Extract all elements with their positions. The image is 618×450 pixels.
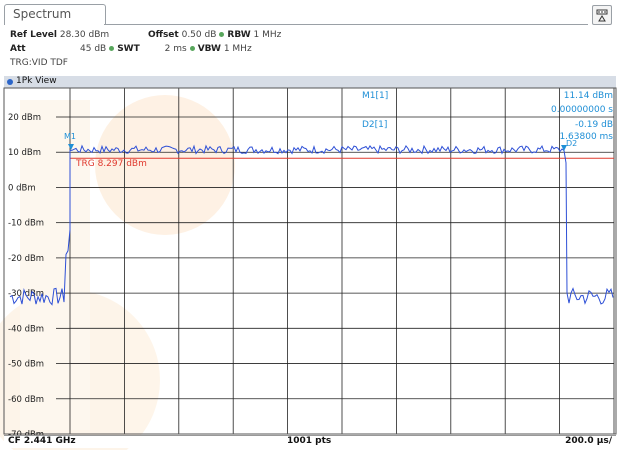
plot-frame — [3, 87, 617, 435]
att-value: 45 dB — [80, 44, 107, 54]
y-tick-label: -20 dBm — [8, 254, 44, 264]
offset-label: Offset — [148, 30, 179, 40]
window-menu-button[interactable] — [592, 5, 612, 25]
marker-d2[interactable]: D2 — [561, 139, 577, 151]
tab-spectrum-label: Spectrum — [13, 7, 72, 21]
y-tick-label: 20 dBm — [8, 113, 41, 123]
watermark-logo — [0, 95, 235, 450]
vbw-value: 1 MHz — [223, 44, 252, 54]
view-indicator-icon — [7, 79, 13, 85]
y-tick-label: -60 dBm — [8, 395, 44, 405]
plot-grid — [3, 87, 617, 435]
view-label: 1Pk View — [16, 76, 57, 86]
y-tick-label: 10 dBm — [8, 148, 41, 158]
ref-level-value: 28.30 dBm — [59, 30, 110, 40]
marker-d2-time: 1.63800 ms — [559, 132, 613, 142]
rbw-label: RBW — [227, 30, 251, 40]
marker-d2-trace-label: D2 — [566, 139, 577, 148]
swt-value: 2 ms — [164, 44, 187, 54]
marker-d2-triangle-icon — [561, 145, 567, 151]
coupled-indicator-icon — [189, 45, 195, 51]
ref-level-label: Ref Level — [10, 30, 57, 40]
window-toggle-icon — [596, 9, 608, 22]
marker-m1-name: M1[1] — [362, 91, 388, 101]
att-label: Att — [10, 44, 26, 54]
marker-m1-value: 11.14 dBm — [564, 91, 613, 101]
y-tick-label: -40 dBm — [8, 324, 44, 334]
marker-m1-triangle-icon — [68, 144, 74, 150]
att-swt-vbw: 45 dB SWT 2 ms VBW 1 MHz — [80, 44, 252, 54]
sweep-points: 1001 pts — [287, 436, 332, 446]
coupled-indicator-icon — [109, 45, 115, 51]
trigger-mode: TRG:VID TDF — [10, 58, 68, 68]
offset-param: Offset 0.50 dB RBW 1 MHz — [148, 30, 281, 40]
tab-divider — [104, 24, 588, 25]
coupled-indicator-icon — [219, 31, 225, 37]
marker-m1-time: 0.00000000 s — [551, 105, 613, 115]
span-per-div: 200.0 μs/ — [565, 436, 612, 446]
trigger-level-label: TRG 8.297 dBm — [75, 159, 147, 169]
offset-value: 0.50 dB — [181, 30, 217, 40]
view-title-bar[interactable]: 1Pk View — [4, 76, 616, 88]
trace-line — [9, 144, 614, 306]
att-param: Att — [10, 44, 26, 54]
vbw-label: VBW — [197, 44, 221, 54]
tab-spectrum[interactable]: Spectrum — [4, 4, 106, 25]
trigger-mode-text: TRG:VID TDF — [10, 58, 68, 68]
center-frequency: CF 2.441 GHz — [8, 436, 76, 446]
marker-d2-name: D2[1] — [362, 120, 387, 130]
param-row-1: Ref Level 28.30 dBm — [10, 30, 109, 40]
y-tick-label: -10 dBm — [8, 219, 44, 229]
rbw-value: 1 MHz — [253, 30, 282, 40]
y-tick-label: -50 dBm — [8, 360, 44, 370]
marker-m1-trace-label: M1 — [64, 132, 76, 141]
marker-d2-value: -0.19 dB — [575, 120, 613, 130]
y-tick-label: 0 dBm — [8, 183, 36, 193]
status-footer: CF 2.441 GHz 1001 pts 200.0 μs/ — [4, 435, 616, 448]
swt-label: SWT — [117, 44, 140, 54]
marker-m1[interactable]: M1 — [64, 132, 76, 150]
